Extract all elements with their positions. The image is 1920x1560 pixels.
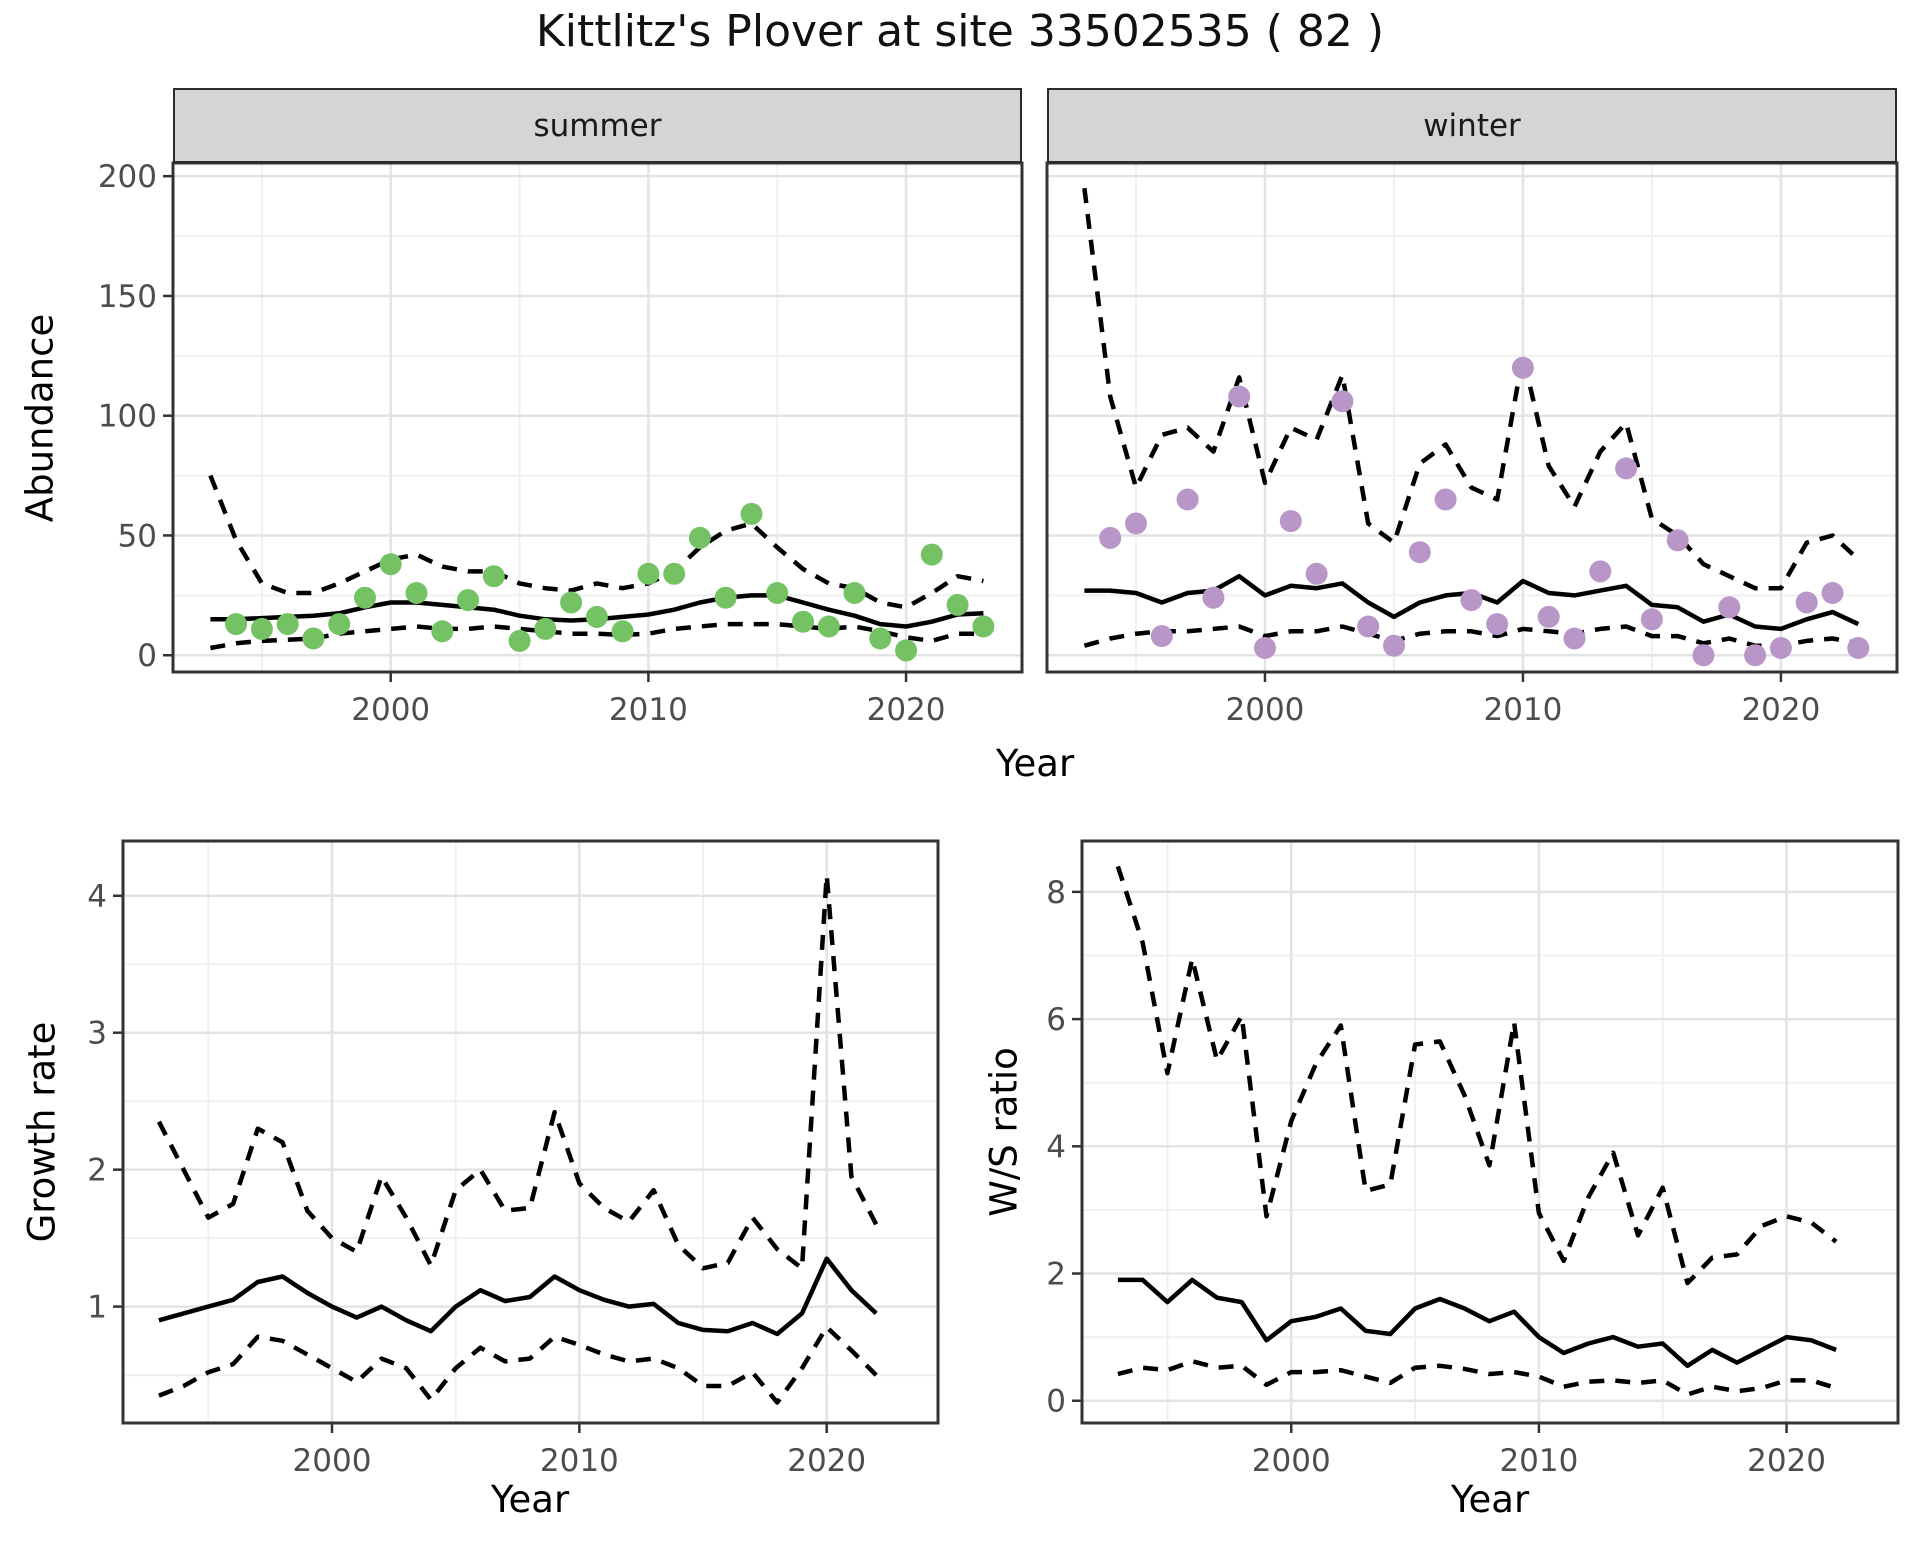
svg-text:2010: 2010	[540, 1443, 619, 1479]
svg-text:6: 6	[1046, 1002, 1066, 1038]
svg-text:2: 2	[87, 1153, 107, 1189]
facet-strip-label: winter	[1423, 107, 1521, 144]
svg-text:100: 100	[98, 399, 157, 435]
svg-text:4: 4	[1046, 1129, 1066, 1165]
facet-strip-summer: summer	[173, 88, 1022, 163]
svg-text:8: 8	[1046, 875, 1066, 911]
svg-text:3: 3	[87, 1016, 107, 1052]
svg-text:2000: 2000	[1252, 1443, 1331, 1479]
x-axis-title-year-ws: Year	[1450, 1478, 1530, 1521]
y-axis-title-ws-ratio: W/S ratio	[982, 1047, 1026, 1217]
x-axis-title-year-growth: Year	[490, 1478, 570, 1521]
svg-text:2010: 2010	[1499, 1443, 1578, 1479]
y-axis-title-growth-rate: Growth rate	[20, 1021, 64, 1243]
svg-text:2020: 2020	[1741, 692, 1820, 728]
svg-text:4: 4	[87, 879, 107, 915]
svg-text:2020: 2020	[1747, 1443, 1826, 1479]
svg-text:50: 50	[118, 518, 157, 554]
svg-text:2020: 2020	[787, 1443, 866, 1479]
svg-text:1: 1	[87, 1290, 107, 1326]
facet-strip-label: summer	[533, 107, 662, 144]
x-axis-title-year-top: Year	[995, 742, 1075, 785]
svg-text:0: 0	[1046, 1384, 1066, 1420]
svg-text:2000: 2000	[1226, 692, 1305, 728]
y-axis-title-abundance: Abundance	[18, 313, 62, 523]
svg-text:150: 150	[98, 279, 157, 315]
svg-text:0: 0	[137, 638, 157, 674]
svg-text:2020: 2020	[867, 692, 946, 728]
page-title: Kittlitz's Plover at site 33502535 ( 82 …	[535, 6, 1385, 57]
svg-text:2010: 2010	[609, 692, 688, 728]
facet-strip-winter: winter	[1047, 88, 1897, 163]
svg-text:2000: 2000	[351, 692, 430, 728]
svg-text:2: 2	[1046, 1257, 1066, 1293]
svg-text:2010: 2010	[1483, 692, 1562, 728]
svg-text:2000: 2000	[293, 1443, 372, 1479]
svg-text:200: 200	[98, 159, 157, 195]
